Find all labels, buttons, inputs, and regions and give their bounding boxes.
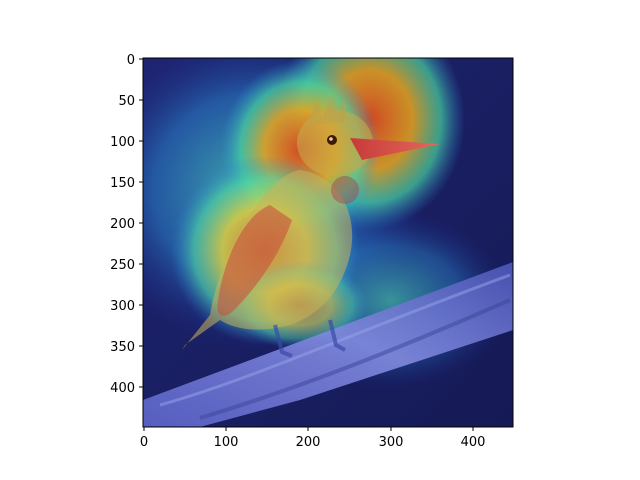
y-tick: 50 bbox=[118, 94, 143, 109]
x-tick: 100 bbox=[214, 427, 239, 450]
y-tick: 150 bbox=[110, 176, 143, 191]
y-axis: 0 50 100 150 200 250 300 350 bbox=[110, 53, 143, 396]
x-axis: 0 100 200 300 400 bbox=[140, 427, 486, 450]
x-tick: 300 bbox=[379, 427, 404, 450]
y-tick: 350 bbox=[110, 340, 143, 355]
y-tick-label: 350 bbox=[110, 340, 135, 355]
axes-frame bbox=[142, 57, 514, 428]
y-tick-label: 50 bbox=[118, 94, 135, 109]
x-tick: 200 bbox=[296, 427, 321, 450]
x-tick: 0 bbox=[140, 427, 148, 450]
y-tick-label: 100 bbox=[110, 135, 135, 150]
y-tick: 0 bbox=[127, 53, 143, 68]
y-tick-label: 200 bbox=[110, 217, 135, 232]
y-tick-label: 400 bbox=[110, 381, 135, 396]
y-tick: 200 bbox=[110, 217, 143, 232]
heatmap-image bbox=[143, 58, 513, 427]
y-tick-label: 0 bbox=[127, 53, 135, 68]
x-tick-label: 300 bbox=[379, 435, 404, 450]
y-tick: 400 bbox=[110, 381, 143, 396]
y-tick-label: 300 bbox=[110, 299, 135, 314]
y-tick: 300 bbox=[110, 299, 143, 314]
x-tick-label: 0 bbox=[140, 435, 148, 450]
x-tick-label: 100 bbox=[214, 435, 239, 450]
x-tick-label: 200 bbox=[296, 435, 321, 450]
x-tick: 400 bbox=[461, 427, 486, 450]
y-tick: 250 bbox=[110, 258, 143, 273]
y-tick-label: 250 bbox=[110, 258, 135, 273]
x-tick-label: 400 bbox=[461, 435, 486, 450]
y-tick-label: 150 bbox=[110, 176, 135, 191]
y-tick: 100 bbox=[110, 135, 143, 150]
